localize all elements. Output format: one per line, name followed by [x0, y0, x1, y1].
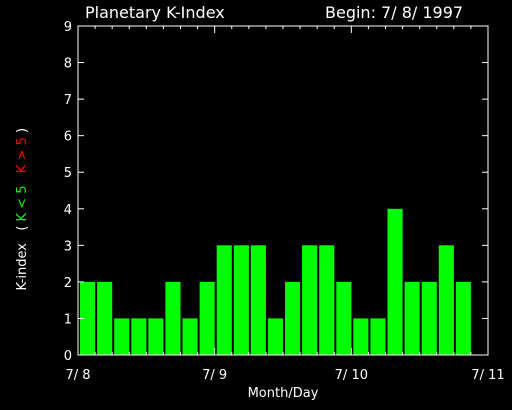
y-tick-label: 3 — [64, 239, 72, 254]
x-tick-label: 7/ 9 — [202, 368, 227, 383]
bar — [148, 318, 164, 355]
bar — [216, 245, 232, 355]
bar — [336, 281, 352, 355]
bar — [267, 318, 283, 355]
x-tick-label: 7/ 10 — [335, 368, 368, 383]
y-tick-label: 2 — [64, 276, 72, 291]
bar — [302, 245, 318, 355]
chart-title: Planetary K-Index — [85, 3, 225, 22]
bar — [131, 318, 147, 355]
bar — [250, 245, 266, 355]
bar — [97, 281, 113, 355]
y-tick-label: 9 — [64, 20, 72, 35]
y-axis-title-part: K > 5 — [15, 137, 30, 173]
bar — [165, 281, 181, 355]
bar — [285, 281, 301, 355]
bar — [114, 318, 130, 355]
x-axis-title: Month/Day — [248, 386, 319, 401]
bar — [421, 281, 437, 355]
y-tick-label: 7 — [64, 93, 72, 108]
bar — [353, 318, 369, 355]
y-tick-label: 1 — [64, 312, 72, 327]
bar — [182, 318, 198, 355]
bar — [404, 281, 420, 355]
bar — [455, 281, 471, 355]
y-axis-title-part: ( — [15, 221, 30, 243]
y-tick-label: 4 — [64, 203, 72, 218]
bar — [80, 281, 96, 355]
y-tick-label: 6 — [64, 130, 72, 145]
x-tick-label: 7/ 11 — [471, 368, 504, 383]
y-axis-title: K-index ( K < 5 K > 5 ) — [15, 128, 30, 291]
y-axis-title-part: ) — [15, 128, 30, 137]
bar — [319, 245, 335, 355]
bar — [370, 318, 386, 355]
y-axis-title-part: K-index — [15, 243, 30, 291]
bar — [387, 208, 403, 355]
bar — [199, 281, 215, 355]
y-tick-label: 5 — [64, 166, 72, 181]
y-axis-title-part: K < 5 — [15, 186, 30, 222]
y-tick-label: 0 — [64, 349, 72, 364]
y-axis-title-part — [15, 173, 30, 185]
y-tick-label: 8 — [64, 57, 72, 72]
x-tick-label: 7/ 8 — [65, 368, 90, 383]
chart-begin-date: Begin: 7/ 8/ 1997 — [325, 3, 464, 22]
bar — [438, 245, 454, 355]
bar — [233, 245, 249, 355]
